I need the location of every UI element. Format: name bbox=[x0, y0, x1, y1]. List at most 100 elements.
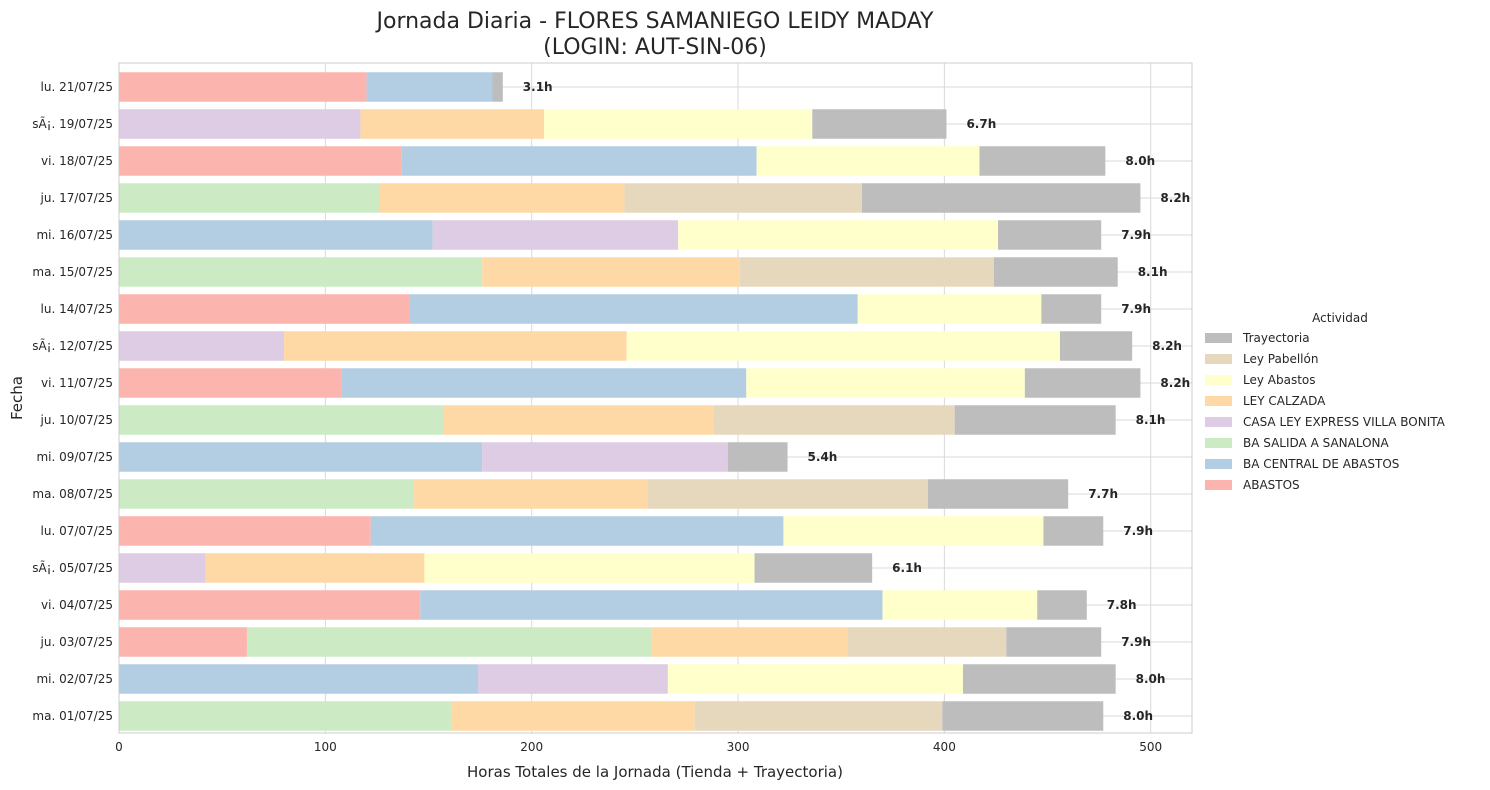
bar-segment bbox=[962, 664, 1116, 694]
y-tick-label: lu. 07/07/25 bbox=[41, 524, 113, 538]
legend-entry-label: LEY CALZADA bbox=[1243, 394, 1326, 408]
x-tick-label: 400 bbox=[933, 740, 956, 754]
bar-segment bbox=[482, 442, 728, 472]
bar-segment bbox=[624, 183, 862, 213]
bar-segment bbox=[727, 442, 788, 472]
legend-title: Actividad bbox=[1312, 311, 1368, 325]
bar-segment bbox=[119, 664, 479, 694]
bar-segment bbox=[783, 516, 1044, 546]
bar-segment bbox=[694, 701, 943, 731]
legend-swatch bbox=[1205, 438, 1232, 448]
bar-segment bbox=[626, 331, 1060, 361]
bar-segment bbox=[482, 257, 741, 287]
bar-segment bbox=[119, 220, 433, 250]
y-tick-label: ju. 10/07/25 bbox=[40, 413, 113, 427]
bar-segment bbox=[882, 590, 1038, 620]
y-tick-label: ma. 08/07/25 bbox=[32, 487, 113, 501]
bar-segment bbox=[205, 553, 425, 583]
x-tick-label: 300 bbox=[727, 740, 750, 754]
bar-segment bbox=[746, 368, 1025, 398]
bar-segment bbox=[414, 479, 648, 509]
legend: Actividad Trayectoria Ley Pabellón Ley Aba… bbox=[1205, 311, 1446, 492]
bar-total-label: 7.9h bbox=[1121, 228, 1151, 242]
x-axis-label: Horas Totales de la Jornada (Tienda + Tr… bbox=[467, 763, 843, 781]
bar-total-label: 5.4h bbox=[808, 450, 838, 464]
legend-swatch bbox=[1205, 480, 1232, 490]
bar-segment bbox=[740, 257, 994, 287]
bar-segment bbox=[478, 664, 668, 694]
bar-segment bbox=[370, 516, 784, 546]
bar-segment bbox=[119, 72, 367, 102]
y-tick-label: mi. 09/07/25 bbox=[36, 450, 113, 464]
bar-segment bbox=[119, 553, 206, 583]
bar-segment bbox=[713, 405, 955, 435]
bar-total-label: 8.2h bbox=[1160, 376, 1190, 390]
bar-total-label: 6.7h bbox=[966, 117, 996, 131]
bar-segment bbox=[979, 146, 1106, 176]
bar-segment bbox=[119, 257, 483, 287]
legend-entry-label: Ley Abastos bbox=[1243, 373, 1316, 387]
y-tick-label: ju. 03/07/25 bbox=[40, 635, 113, 649]
bar-total-label: 8.2h bbox=[1160, 191, 1190, 205]
bar-segment bbox=[927, 479, 1069, 509]
bar-total-label: 7.9h bbox=[1121, 302, 1151, 316]
x-tick-label: 100 bbox=[314, 740, 337, 754]
bar-segment bbox=[119, 331, 285, 361]
bar-segment bbox=[119, 701, 452, 731]
bar-segment bbox=[492, 72, 503, 102]
bar-segment bbox=[119, 294, 410, 324]
bar-segment bbox=[420, 590, 883, 620]
bar-segment bbox=[667, 664, 963, 694]
legend-swatch bbox=[1205, 396, 1232, 406]
y-tick-label: lu. 14/07/25 bbox=[41, 302, 113, 316]
bar-segment bbox=[119, 109, 361, 139]
total-labels: 3.1h 6.7h 8.0h 8.2h 7.9h 8.1h 7.9h 8.2h 8.2h 8.1h… bbox=[523, 80, 1190, 723]
y-tick-label: vi. 18/07/25 bbox=[41, 154, 113, 168]
legend-entry-label: CASA LEY EXPRESS VILLA BONITA bbox=[1243, 415, 1446, 429]
legend-swatch bbox=[1205, 354, 1232, 364]
bar-segment bbox=[378, 183, 625, 213]
bar-total-label: 8.1h bbox=[1136, 413, 1166, 427]
legend-entry-label: Ley Pabellón bbox=[1243, 352, 1318, 366]
plot-frame bbox=[118, 62, 1193, 734]
legend-swatch bbox=[1205, 459, 1232, 469]
y-axis-label: Fecha bbox=[8, 376, 26, 420]
legend-entry-label: BA SALIDA A SANALONA bbox=[1243, 436, 1390, 450]
bar-segment bbox=[678, 220, 999, 250]
bar-segment bbox=[119, 590, 421, 620]
y-tick-label: sÃ¡. 05/07/25 bbox=[32, 560, 113, 575]
bar-segment bbox=[401, 146, 757, 176]
bar-segment bbox=[119, 368, 342, 398]
y-tick-label: lu. 21/07/25 bbox=[41, 80, 113, 94]
bar-total-label: 6.1h bbox=[892, 561, 922, 575]
bar-segment bbox=[119, 516, 371, 546]
x-tick-label: 200 bbox=[520, 740, 543, 754]
y-tick-label: sÃ¡. 12/07/25 bbox=[32, 338, 113, 353]
bar-segment bbox=[424, 553, 755, 583]
legend-swatch bbox=[1205, 333, 1232, 343]
bar-segment bbox=[284, 331, 627, 361]
bar-segment bbox=[942, 701, 1104, 731]
y-tick-labels: lu. 21/07/25 sÃ¡. 19/07/25 vi. 18/07/25 ju.… bbox=[32, 80, 113, 723]
bar-segment bbox=[432, 220, 679, 250]
bar-total-label: 7.7h bbox=[1088, 487, 1118, 501]
legend-entry-label: Trayectoria bbox=[1242, 331, 1310, 345]
bar-segment bbox=[1041, 294, 1102, 324]
bar-segment bbox=[651, 627, 848, 657]
bar-segment bbox=[409, 294, 858, 324]
bar-segment bbox=[366, 72, 493, 102]
bar-total-label: 7.9h bbox=[1121, 635, 1151, 649]
bar-segment bbox=[119, 183, 379, 213]
bar-segment bbox=[1024, 368, 1141, 398]
legend-swatch bbox=[1205, 375, 1232, 385]
chart-title-line1: Jornada Diaria - FLORES SAMANIEGO LEIDY … bbox=[375, 9, 935, 34]
bar-segment bbox=[119, 627, 247, 657]
legend-entry-label: BA CENTRAL DE ABASTOS bbox=[1243, 457, 1399, 471]
bar-segment bbox=[442, 405, 714, 435]
y-tick-label: ma. 15/07/25 bbox=[32, 265, 113, 279]
bar-segment bbox=[119, 405, 443, 435]
x-tick-labels: 0 100 200 300 400 500 bbox=[115, 740, 1162, 754]
bar-total-label: 8.0h bbox=[1125, 154, 1155, 168]
